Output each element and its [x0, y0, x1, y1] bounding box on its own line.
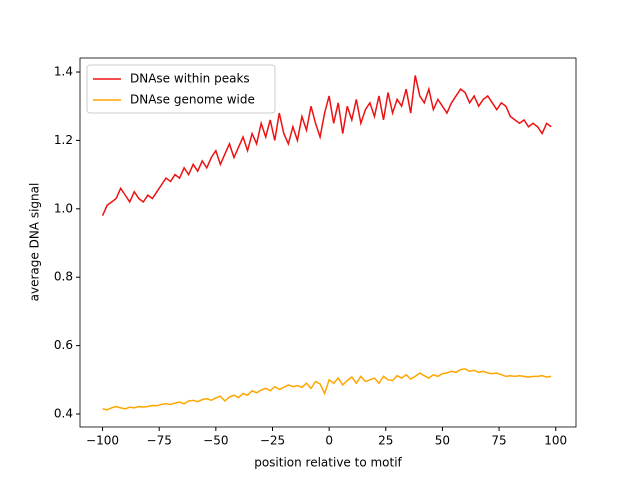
- x-tick-label: −50: [203, 434, 228, 448]
- y-tick-label: 1.0: [54, 201, 73, 215]
- legend-box: [86, 64, 276, 114]
- y-tick-label: 0.4: [54, 407, 73, 421]
- x-tick-label: −25: [260, 434, 285, 448]
- plot-frame: [79, 57, 577, 428]
- legend-label: DNAse within peaks: [130, 72, 250, 86]
- data-line: [102, 368, 552, 411]
- data-line: [101, 75, 552, 216]
- x-axis-label: position relative to motif: [254, 456, 402, 470]
- x-tick-label: 50: [435, 434, 450, 448]
- x-tick-label: 75: [491, 434, 506, 448]
- legend-label: DNAse genome wide: [130, 93, 255, 107]
- x-tick-label: 100: [544, 434, 567, 448]
- y-axis-label: average DNA signal: [28, 183, 42, 302]
- x-tick-label: 25: [378, 434, 393, 448]
- x-tick-label: 0: [325, 434, 333, 448]
- y-tick-label: 1.2: [54, 133, 73, 147]
- y-tick-label: 0.8: [54, 270, 73, 284]
- x-tick-label: −100: [86, 434, 119, 448]
- y-tick-label: 0.6: [54, 338, 73, 352]
- y-tick-label: 1.4: [54, 65, 73, 79]
- x-tick-label: −75: [147, 434, 172, 448]
